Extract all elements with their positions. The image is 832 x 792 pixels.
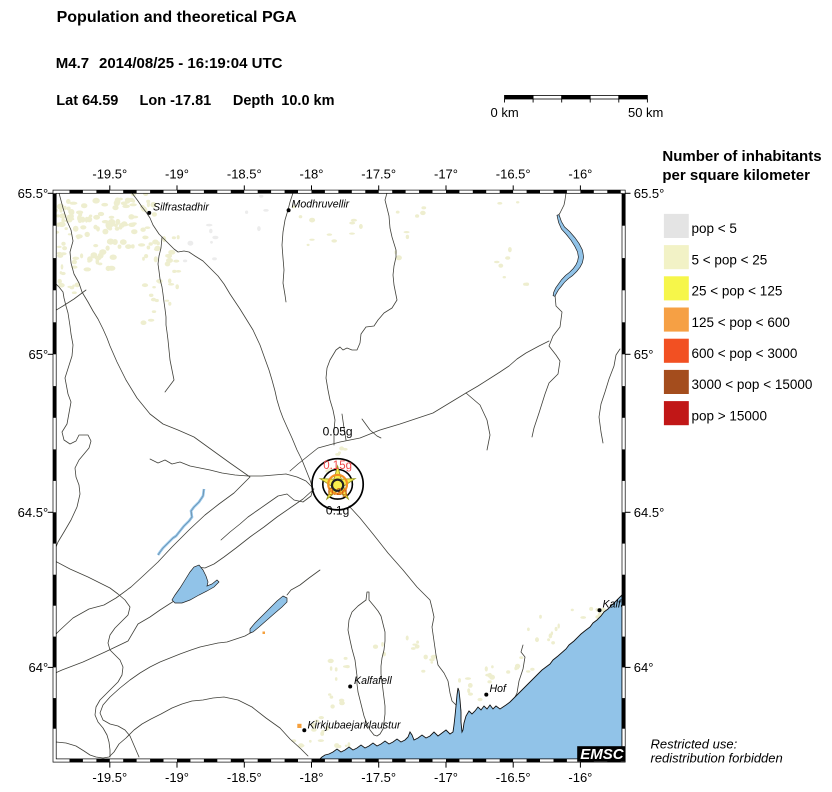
svg-text:64.5°: 64.5° (634, 505, 665, 520)
svg-text:65.5°: 65.5° (634, 186, 665, 201)
svg-text:5 < pop < 25: 5 < pop < 25 (692, 252, 768, 267)
svg-text:Depth: Depth (233, 93, 274, 109)
svg-text:65.5°: 65.5° (18, 186, 49, 201)
svg-text:0.05g: 0.05g (323, 424, 353, 438)
svg-text:M4.7: M4.7 (56, 55, 89, 72)
svg-text:64°: 64° (29, 660, 49, 675)
svg-text:Modhruvellir: Modhruvellir (292, 199, 350, 211)
svg-text:-19°: -19° (165, 770, 189, 785)
svg-text:-17°: -17° (434, 167, 458, 182)
svg-text:Kirkjubaejarklaustur: Kirkjubaejarklaustur (308, 720, 402, 732)
svg-text:Number of inhabitants: Number of inhabitants (662, 148, 821, 165)
svg-text:64.5°: 64.5° (18, 505, 49, 520)
svg-text:65°: 65° (634, 347, 654, 362)
svg-text:-18.5°: -18.5° (227, 167, 262, 182)
svg-text:25 < pop < 125: 25 < pop < 125 (692, 284, 783, 299)
svg-text:-16°: -16° (568, 770, 592, 785)
svg-text:redistribution forbidden: redistribution forbidden (651, 751, 783, 766)
svg-text:Lat 64.59: Lat 64.59 (56, 93, 118, 109)
svg-text:Hof: Hof (490, 683, 508, 695)
svg-text:0.2g: 0.2g (328, 487, 347, 498)
svg-text:-16°: -16° (568, 167, 592, 182)
svg-text:-19.5°: -19.5° (92, 167, 127, 182)
svg-text:Lon -17.81: Lon -17.81 (140, 93, 212, 109)
svg-text:-17.5°: -17.5° (361, 167, 396, 182)
svg-text:Restricted use:: Restricted use: (651, 737, 738, 752)
svg-text:pop < 5: pop < 5 (692, 221, 737, 236)
svg-text:-16.5°: -16.5° (496, 167, 531, 182)
svg-text:Kalfafell: Kalfafell (603, 599, 641, 611)
svg-text:-17°: -17° (434, 770, 458, 785)
svg-text:600 < pop < 3000: 600 < pop < 3000 (692, 346, 798, 361)
svg-text:0.15g: 0.15g (323, 460, 352, 472)
svg-text:Population and theoretical PGA: Population and theoretical PGA (57, 9, 297, 26)
svg-text:10.0 km: 10.0 km (281, 93, 334, 109)
svg-text:0.1g: 0.1g (326, 504, 349, 518)
svg-text:-19.5°: -19.5° (92, 770, 127, 785)
svg-text:-19°: -19° (165, 167, 189, 182)
svg-text:pop > 15000: pop > 15000 (692, 408, 767, 423)
svg-text:65°: 65° (29, 347, 49, 362)
svg-text:64°: 64° (634, 660, 654, 675)
svg-text:3000 < pop < 15000: 3000 < pop < 15000 (692, 377, 813, 392)
svg-text:EMSC: EMSC (580, 746, 625, 763)
svg-text:0 km: 0 km (491, 105, 519, 120)
svg-text:2014/08/25 - 16:19:04 UTC: 2014/08/25 - 16:19:04 UTC (99, 55, 283, 72)
svg-text:-18.5°: -18.5° (227, 770, 262, 785)
svg-text:-18°: -18° (300, 770, 324, 785)
svg-text:50 km: 50 km (628, 105, 663, 120)
svg-text:-18°: -18° (300, 167, 324, 182)
svg-text:Silfrastadhir: Silfrastadhir (153, 202, 209, 214)
svg-text:-16.5°: -16.5° (496, 770, 531, 785)
svg-text:-17.5°: -17.5° (361, 770, 396, 785)
svg-text:125 < pop < 600: 125 < pop < 600 (692, 315, 790, 330)
svg-text:per square kilometer: per square kilometer (662, 167, 810, 184)
svg-text:Kalfafell: Kalfafell (354, 675, 392, 687)
